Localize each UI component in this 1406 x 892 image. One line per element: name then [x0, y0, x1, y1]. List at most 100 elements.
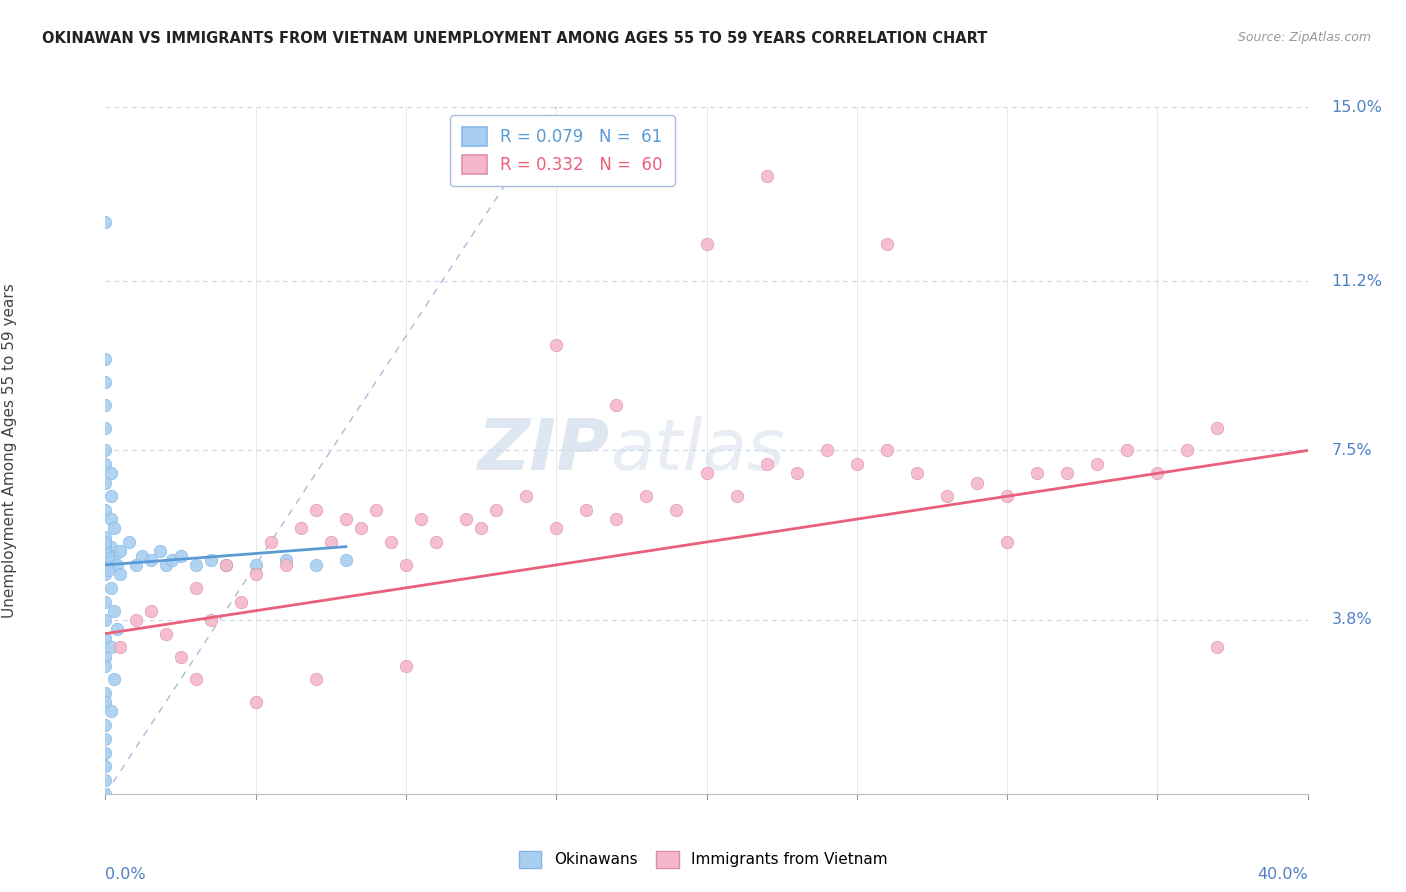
Point: [1206, 640, 1229, 655]
Point: [755, 169, 778, 183]
Point: [305, 673, 328, 687]
Point: [94, 567, 117, 582]
Point: [380, 535, 402, 549]
Point: [94, 443, 117, 458]
Point: [100, 640, 122, 655]
Point: [274, 553, 297, 567]
Point: [94, 686, 117, 700]
Point: [103, 604, 125, 618]
Point: [94, 457, 117, 471]
Point: [245, 567, 267, 582]
Point: [94, 214, 117, 228]
Point: [107, 558, 129, 572]
Point: [94, 535, 117, 549]
Point: [755, 457, 778, 471]
Point: [470, 521, 492, 535]
Point: [97, 549, 120, 563]
Text: 11.2%: 11.2%: [1331, 274, 1382, 288]
Point: [364, 503, 387, 517]
Point: [290, 521, 312, 535]
Point: [395, 658, 418, 673]
Point: [94, 787, 117, 801]
Point: [103, 673, 125, 687]
Point: [696, 467, 718, 481]
Point: [485, 503, 508, 517]
Point: [815, 443, 838, 458]
Point: [305, 503, 328, 517]
Point: [605, 398, 627, 412]
Point: [319, 535, 342, 549]
Point: [905, 467, 928, 481]
Text: 3.8%: 3.8%: [1331, 613, 1372, 627]
Point: [155, 558, 177, 572]
Point: [184, 673, 207, 687]
Text: Unemployment Among Ages 55 to 59 years: Unemployment Among Ages 55 to 59 years: [1, 283, 17, 618]
Point: [94, 558, 117, 572]
Point: [94, 649, 117, 664]
Point: [274, 558, 297, 572]
Point: [245, 558, 267, 572]
Point: [97, 562, 120, 576]
Point: [107, 622, 129, 636]
Point: [786, 467, 808, 481]
Point: [1146, 467, 1168, 481]
Point: [100, 512, 122, 526]
Point: [425, 535, 447, 549]
Point: [100, 467, 122, 481]
Point: [100, 540, 122, 554]
Point: [103, 521, 125, 535]
Point: [665, 503, 688, 517]
Point: [94, 503, 117, 517]
Text: atlas: atlas: [610, 416, 785, 485]
Point: [966, 475, 988, 490]
Point: [995, 535, 1018, 549]
Point: [305, 558, 328, 572]
Text: ZIP: ZIP: [478, 416, 610, 485]
Point: [575, 503, 598, 517]
Point: [350, 521, 373, 535]
Point: [94, 759, 117, 773]
Point: [184, 581, 207, 595]
Point: [110, 567, 132, 582]
Legend: R = 0.079   N =  61, R = 0.332   N =  60: R = 0.079 N = 61, R = 0.332 N = 60: [450, 115, 675, 186]
Point: [456, 512, 478, 526]
Point: [605, 512, 627, 526]
Point: [160, 553, 183, 567]
Legend: Okinawans, Immigrants from Vietnam: Okinawans, Immigrants from Vietnam: [512, 845, 894, 873]
Point: [335, 553, 357, 567]
Point: [395, 558, 418, 572]
Point: [515, 489, 537, 503]
Point: [94, 531, 117, 545]
Point: [1116, 443, 1139, 458]
Point: [94, 731, 117, 746]
Point: [169, 649, 191, 664]
Point: [94, 553, 117, 567]
Point: [214, 558, 236, 572]
Point: [260, 535, 283, 549]
Point: [876, 443, 898, 458]
Point: [1056, 467, 1078, 481]
Point: [94, 540, 117, 554]
Point: [995, 489, 1018, 503]
Point: [214, 558, 236, 572]
Point: [200, 553, 222, 567]
Point: [94, 420, 117, 434]
Point: [110, 640, 132, 655]
Point: [100, 581, 122, 595]
Text: OKINAWAN VS IMMIGRANTS FROM VIETNAM UNEMPLOYMENT AMONG AGES 55 TO 59 YEARS CORRE: OKINAWAN VS IMMIGRANTS FROM VIETNAM UNEM…: [42, 31, 987, 46]
Point: [1206, 420, 1229, 434]
Point: [94, 746, 117, 760]
Point: [118, 535, 141, 549]
Point: [100, 489, 122, 503]
Point: [94, 398, 117, 412]
Point: [1175, 443, 1198, 458]
Point: [94, 613, 117, 627]
Point: [636, 489, 658, 503]
Point: [94, 718, 117, 732]
Point: [546, 521, 568, 535]
Point: [876, 237, 898, 252]
Point: [124, 558, 146, 572]
Point: [200, 613, 222, 627]
Point: [94, 695, 117, 709]
Point: [184, 558, 207, 572]
